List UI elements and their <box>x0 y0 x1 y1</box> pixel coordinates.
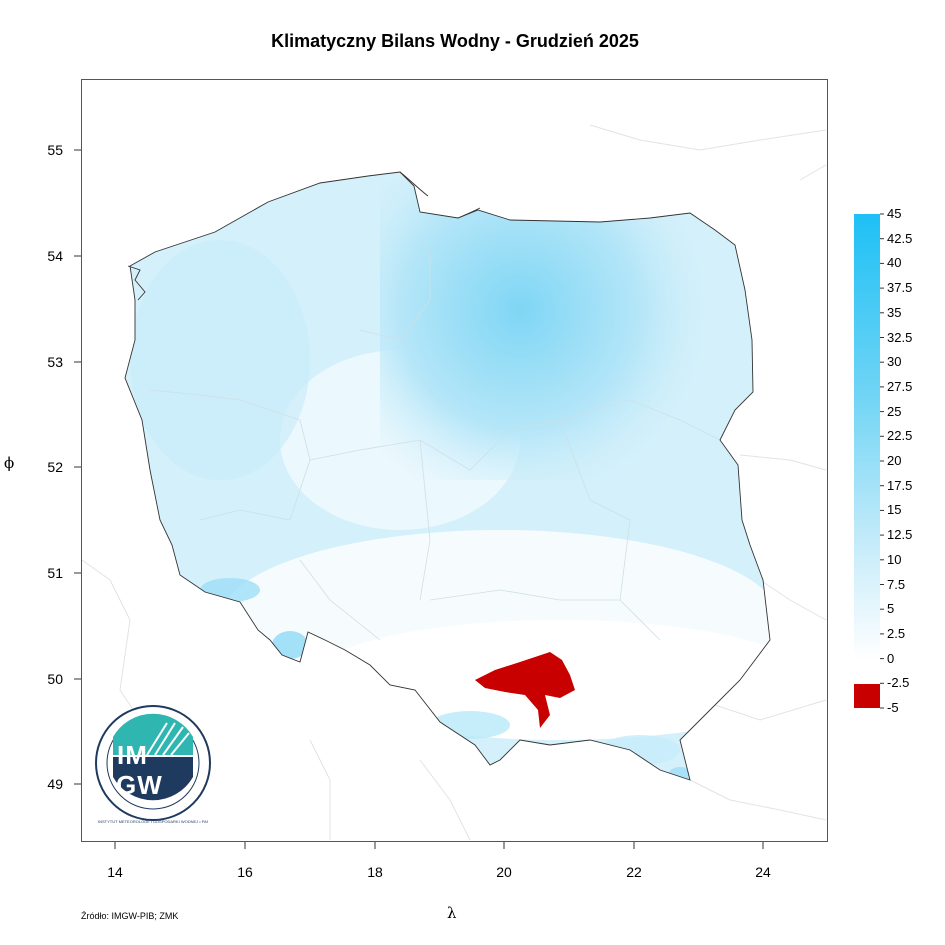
colorbar-tick-label: 30 <box>887 354 902 370</box>
colorbar-tick-label: 7.5 <box>887 576 906 592</box>
colorbar-tick-label: 0 <box>887 650 895 666</box>
negative-balance-area <box>475 652 575 728</box>
colorbar-tick-label: 25 <box>887 403 902 419</box>
xtick-label: 20 <box>496 864 512 880</box>
axis-ticks <box>74 149 764 849</box>
neighbor-borders <box>81 124 827 841</box>
colorbar-tick-label: 17.5 <box>887 477 913 493</box>
plot-frame <box>81 79 828 842</box>
colorbar-tick-label: 40 <box>887 255 902 271</box>
poland-water-balance-map <box>124 171 771 781</box>
colorbar-tick-label: 2.5 <box>887 625 906 641</box>
ytick-label: 54 <box>47 248 63 264</box>
colorbar-tick-label: 15 <box>887 502 902 518</box>
x-axis-label: λ <box>447 904 457 922</box>
colorbar-tick-label: 37.5 <box>887 280 913 296</box>
xtick-label: 14 <box>107 864 123 880</box>
colorbar-tick-label: 45 <box>887 206 902 221</box>
colorbar-tick-label: 32.5 <box>887 329 913 345</box>
ytick-label: 55 <box>47 142 63 158</box>
xtick-label: 22 <box>626 864 642 880</box>
colorbar-tick-label: 22.5 <box>887 428 913 444</box>
colorbar-tick-label: -5 <box>887 700 899 715</box>
colorbar-tick-label: 27.5 <box>887 378 913 394</box>
map-title: Klimatyczny Bilans Wodny - Grudzień 2025 <box>271 31 639 51</box>
source-note: Źródło: IMGW-PIB; ZMK <box>81 911 179 921</box>
y-axis-label: ϕ <box>4 454 15 472</box>
colorbar-tick-label: 20 <box>887 453 902 468</box>
xtick-label: 18 <box>367 864 383 880</box>
colorbar-tick-label: -2.5 <box>887 675 910 691</box>
xtick-label: 24 <box>755 864 771 880</box>
xtick-label: 16 <box>237 864 253 880</box>
region-borders <box>149 250 721 641</box>
ytick-label: 52 <box>47 459 63 475</box>
colorbar-tick-label: 42.5 <box>887 230 913 246</box>
logo-text-bottom: GW <box>116 770 163 800</box>
colorbar-tick-label: 35 <box>887 304 902 320</box>
ytick-label: 49 <box>47 776 63 792</box>
ytick-label: 50 <box>47 671 63 687</box>
ytick-label: 53 <box>47 354 63 370</box>
colorbar-tick-label: 10 <box>887 551 902 567</box>
ytick-label: 51 <box>47 565 63 581</box>
colorbar <box>854 213 884 709</box>
imgw-logo <box>95 705 211 821</box>
colorbar-tick-label: 5 <box>887 601 895 617</box>
logo-ring-text: INSTYTUT METEOROLOGII I GOSPODARKI WODNE… <box>98 819 208 824</box>
logo-text-top: IM <box>117 740 148 770</box>
colorbar-tick-label: 12.5 <box>887 527 913 543</box>
